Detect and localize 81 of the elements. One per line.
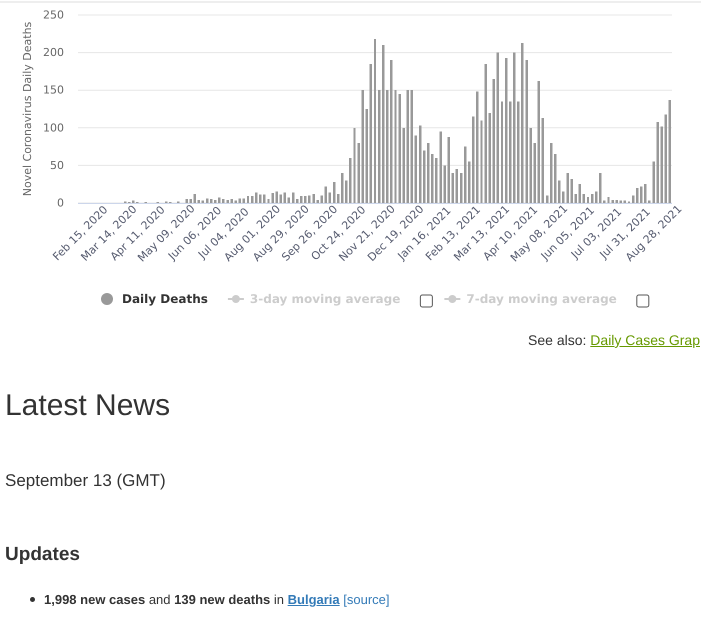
bar: [521, 42, 524, 203]
bar: [214, 200, 216, 203]
bar: [484, 64, 487, 203]
bar: [250, 196, 254, 203]
bar: [341, 172, 344, 203]
bar: [435, 158, 438, 203]
bar: [263, 194, 266, 203]
bar: [406, 90, 409, 203]
bar: [476, 92, 479, 203]
bar: [398, 94, 401, 203]
bar: [427, 142, 430, 203]
bar: [382, 45, 384, 203]
bar: [300, 196, 302, 203]
bar: [312, 194, 315, 203]
bar: [206, 198, 208, 203]
bar: [640, 186, 643, 203]
bar: [456, 169, 458, 203]
bar: [644, 184, 647, 203]
bar: [615, 200, 618, 203]
bar: [448, 136, 450, 203]
bar: [525, 60, 528, 203]
bar: [304, 196, 307, 203]
bar: [513, 52, 516, 203]
y-tick-label: 200: [43, 46, 64, 60]
y-tick-label: 0: [57, 196, 64, 210]
bar: [668, 100, 672, 203]
y-tick-label: 50: [50, 158, 64, 172]
y-tick-label: 250: [43, 8, 64, 22]
text: 1,998 new cases: [44, 592, 146, 607]
bar: [370, 64, 372, 203]
bar: [242, 198, 246, 203]
text: Daily Cases Grap: [590, 332, 700, 348]
bar: [390, 60, 393, 203]
text: and: [148, 592, 171, 607]
text: See also:: [528, 332, 586, 348]
bar: [496, 52, 500, 203]
bar: [504, 58, 508, 203]
bar: [566, 172, 569, 203]
bar: [656, 122, 659, 203]
bar: [464, 146, 466, 203]
text: [source]: [343, 592, 390, 607]
bar: [284, 192, 286, 203]
bar: [349, 158, 352, 203]
y-axis-title: Novel Coronavirus Daily Deaths: [21, 21, 34, 196]
legend-label: Daily Deaths: [122, 292, 208, 306]
bar: [222, 199, 225, 203]
bar: [275, 192, 278, 203]
bar: [361, 90, 364, 203]
bar: [418, 126, 422, 203]
y-tick-label: 150: [43, 84, 64, 97]
bar: [238, 198, 242, 203]
bar: [230, 199, 233, 203]
text: Bulgaria: [288, 592, 340, 607]
bar: [226, 200, 229, 203]
bar: [185, 199, 188, 203]
text: in: [274, 592, 284, 607]
bar: [332, 182, 336, 203]
text: September 13 (GMT): [5, 471, 166, 491]
bar: [578, 184, 582, 203]
bar: [271, 193, 274, 203]
y-tick-label: 100: [43, 121, 64, 134]
bar: [410, 90, 414, 203]
bar: [636, 188, 638, 203]
bar: [210, 199, 212, 203]
text: Updates: [5, 544, 80, 566]
bar: [218, 198, 221, 203]
bar: [538, 81, 540, 203]
bar: [194, 194, 196, 203]
bar: [550, 142, 552, 203]
bar: [590, 194, 594, 203]
bar: [280, 194, 282, 203]
bar: [439, 132, 442, 203]
bar: [259, 194, 262, 203]
bar: [324, 186, 328, 203]
bar: [254, 192, 258, 203]
bar: [611, 200, 614, 203]
bar: [599, 172, 602, 203]
text: Latest News: [5, 389, 170, 423]
bar: [292, 192, 294, 203]
text: 139 new deaths: [174, 592, 270, 607]
bar: [308, 195, 311, 203]
